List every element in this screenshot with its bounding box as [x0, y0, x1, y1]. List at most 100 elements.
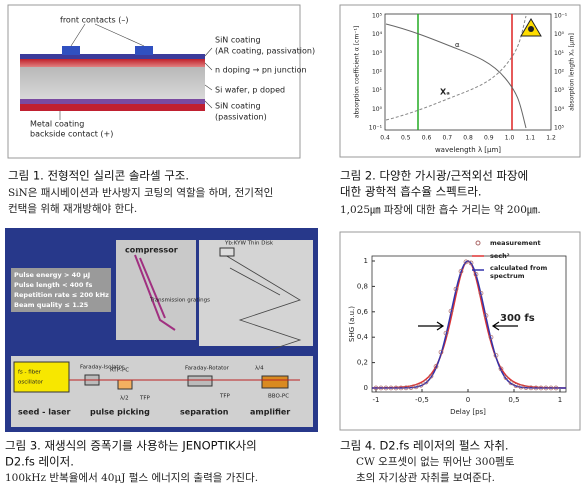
- measure-point: [533, 385, 539, 391]
- label: pulse picking: [90, 408, 150, 417]
- measure-point: [413, 384, 419, 390]
- label: 대한 광학적 흡수율 스펙트라.: [340, 185, 482, 199]
- measure-point: [498, 366, 504, 372]
- measure-point: [443, 330, 449, 336]
- plot: [371, 240, 567, 392]
- sin-layer: [20, 54, 205, 59]
- label: 10⁻¹: [369, 125, 383, 132]
- label: 10³: [372, 50, 383, 57]
- label: 0.8: [463, 135, 473, 142]
- label: 그림 2. 다양한 가시광/근적외선 파장에: [340, 169, 528, 183]
- component: [261, 375, 289, 389]
- label: Faraday-Isolator: [80, 365, 125, 371]
- length-curve: [385, 15, 527, 121]
- label: 10⁵: [554, 125, 565, 132]
- label: 10⁰: [554, 31, 565, 38]
- label: 0,6: [357, 308, 369, 316]
- measure-point: [508, 380, 514, 386]
- label: TFP: [139, 396, 151, 402]
- measure-point: [393, 385, 399, 391]
- label: 10¹: [372, 87, 383, 94]
- label: 100kHz 반복율에서 40μJ 펄스 에너지의 출력을 가진다.: [5, 472, 258, 484]
- oscillator-box: [13, 361, 70, 393]
- measure-point: [408, 385, 414, 390]
- label: CW 오프셋이 없는 뛰어난 300펨토: [356, 455, 515, 468]
- label: front contacts (–): [60, 16, 128, 25]
- label: 0,4: [357, 333, 369, 341]
- label: backside contact (+): [30, 130, 113, 139]
- contact: [62, 46, 80, 55]
- label: -0,5: [415, 396, 429, 404]
- label: fs - fiber: [18, 370, 42, 376]
- label: 10⁴: [372, 31, 383, 38]
- label: Pulse length < 400 fs: [14, 281, 92, 289]
- label: n doping → pn junction: [215, 66, 307, 75]
- measure-point: [448, 308, 454, 314]
- label: Delay [ps]: [450, 408, 486, 416]
- spec-box: [11, 268, 111, 312]
- label: oscillator: [18, 380, 44, 386]
- label: seed - laser: [18, 408, 71, 417]
- contact: [135, 46, 153, 55]
- label: amplifier: [250, 408, 290, 417]
- measure-point: [433, 364, 439, 369]
- n-layer: [20, 59, 205, 67]
- label: SiN coating: [215, 102, 261, 111]
- label: 10²: [554, 69, 565, 76]
- label: (AR coating, passivation): [215, 47, 315, 56]
- label: Transmission gratings: [149, 298, 210, 304]
- label: Faraday-Rotator: [185, 366, 230, 372]
- label: 0.9: [484, 135, 494, 142]
- label: 0.6: [422, 135, 432, 142]
- label: absorption length Xₐ [µm]: [569, 33, 576, 111]
- label: wavelength λ [µm]: [435, 146, 501, 154]
- measure-point: [423, 379, 429, 385]
- arrow: [418, 321, 518, 331]
- label: 0.5: [401, 135, 411, 142]
- beam: [134, 254, 176, 331]
- label: 1: [364, 257, 368, 265]
- measure-point: [403, 385, 409, 391]
- figure-frame: [339, 4, 581, 158]
- label: -1: [373, 396, 380, 404]
- panel: [116, 240, 196, 340]
- measure-point: [513, 383, 519, 389]
- label: 그림 4. D2.fs 레이저의 펄스 자취.: [340, 439, 509, 453]
- label: Si wafer, p doped: [215, 86, 285, 95]
- label: 그림 3. 재생식의 증폭기를 사용하는 JENOPTIK사의: [5, 439, 257, 453]
- label: 10²: [372, 69, 383, 76]
- measure-point: [478, 290, 484, 296]
- label: Beam quality ≤ 1.25: [14, 301, 89, 309]
- measure-point: [463, 259, 469, 265]
- label: Xₐ: [440, 88, 450, 97]
- label: 300 fs: [500, 313, 535, 324]
- label: sech²: [490, 252, 510, 260]
- legend-marker: [475, 240, 481, 246]
- label: D2.fs 레이저.: [5, 455, 74, 469]
- measure-point: [388, 385, 394, 391]
- label: 10¹: [554, 50, 565, 57]
- label: spectrum: [490, 272, 525, 280]
- measure-point: [468, 260, 474, 266]
- alpha-curve: [385, 23, 527, 129]
- label: 그림 1. 전형적인 실리콘 솔라셀 구조.: [8, 169, 189, 183]
- measure-point: [518, 384, 524, 390]
- measure-point: [543, 385, 549, 391]
- metal-layer: [20, 104, 205, 111]
- label: 1.1: [525, 135, 535, 142]
- measure-point: [458, 269, 464, 274]
- label: (passivation): [215, 113, 267, 122]
- label: compressor: [125, 246, 178, 255]
- label: measurement: [490, 239, 541, 247]
- label: 컨택을 위해 재개방해야 한다.: [8, 202, 137, 215]
- plot-frame: [371, 255, 567, 393]
- label: λ/2: [120, 396, 129, 402]
- measure-point: [483, 313, 489, 318]
- measure-point: [438, 349, 444, 355]
- measure-point: [383, 385, 389, 391]
- label: SHG (a.u.): [348, 306, 356, 342]
- disk: [219, 247, 235, 257]
- plot-frame: [384, 13, 552, 131]
- label: RTP-PC: [110, 368, 129, 374]
